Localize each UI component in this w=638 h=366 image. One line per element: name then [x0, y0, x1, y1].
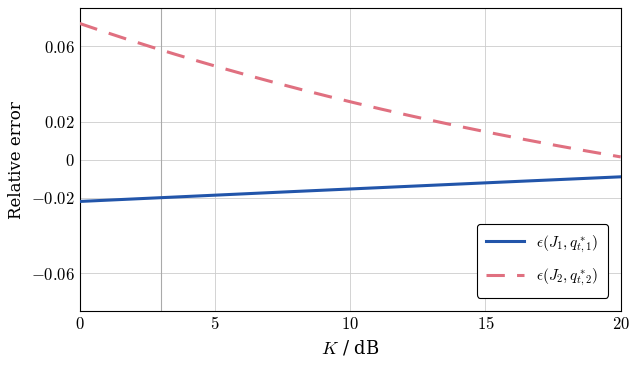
$\epsilon(J_1, q_{t,1}^*)$ — [498, 180, 505, 184]
$\epsilon(J_2, q_{t,2}^*)$ — [131, 40, 139, 44]
$\epsilon(J_2, q_{t,2}^*)$ — [507, 135, 515, 139]
Y-axis label: Relative error: Relative error — [8, 101, 26, 219]
X-axis label: $K$ / dB: $K$ / dB — [321, 339, 380, 358]
$\epsilon(J_2, q_{t,2}^*)$ — [498, 133, 505, 137]
$\epsilon(J_1, q_{t,1}^*)$ — [314, 188, 322, 193]
$\epsilon(J_1, q_{t,1}^*)$ — [617, 175, 625, 179]
$\epsilon(J_2, q_{t,2}^*)$ — [76, 21, 84, 26]
$\epsilon(J_2, q_{t,2}^*)$ — [295, 87, 302, 91]
$\epsilon(J_2, q_{t,2}^*)$ — [617, 155, 625, 159]
Legend: $\epsilon(J_1, q_{t,1}^*)$, $\epsilon(J_2, q_{t,2}^*)$: $\epsilon(J_1, q_{t,1}^*)$, $\epsilon(J_… — [477, 224, 607, 298]
$\epsilon(J_2, q_{t,2}^*)$ — [314, 92, 322, 96]
$\epsilon(J_1, q_{t,1}^*)$ — [295, 189, 302, 194]
Line: $\epsilon(J_1, q_{t,1}^*)$: $\epsilon(J_1, q_{t,1}^*)$ — [80, 177, 621, 201]
$\epsilon(J_1, q_{t,1}^*)$ — [76, 199, 84, 203]
$\epsilon(J_1, q_{t,1}^*)$ — [507, 179, 515, 184]
$\epsilon(J_1, q_{t,1}^*)$ — [447, 182, 455, 187]
$\epsilon(J_2, q_{t,2}^*)$ — [447, 123, 455, 127]
Line: $\epsilon(J_2, q_{t,2}^*)$: $\epsilon(J_2, q_{t,2}^*)$ — [80, 23, 621, 157]
$\epsilon(J_1, q_{t,1}^*)$ — [131, 197, 139, 201]
